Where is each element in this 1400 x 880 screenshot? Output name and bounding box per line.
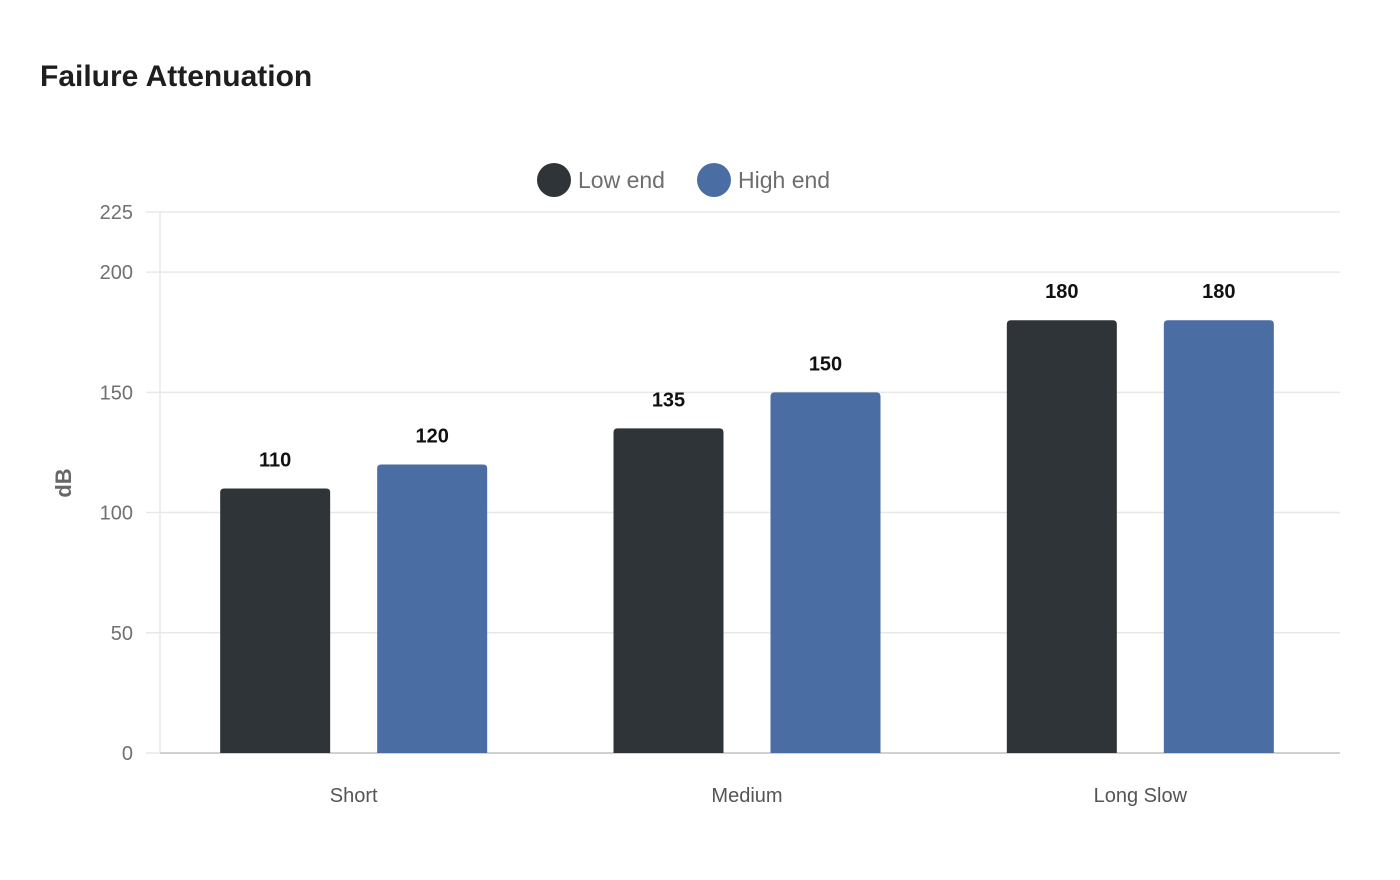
- y-axis-title: dB: [51, 468, 76, 497]
- y-tick-label: 200: [100, 262, 133, 284]
- x-category-label: Short: [330, 785, 378, 807]
- y-tick-label: 100: [100, 503, 133, 525]
- x-axis-categories: Short Medium Long Slow: [330, 785, 1188, 807]
- legend-label: High end: [738, 167, 830, 193]
- legend-swatch-low-end: [537, 163, 571, 197]
- data-label: 180: [1202, 281, 1235, 303]
- data-label: 180: [1045, 281, 1078, 303]
- data-label: 150: [809, 353, 842, 375]
- data-labels: 110 120 135 150 180 180: [259, 281, 1235, 471]
- gridlines: [146, 211, 1340, 754]
- legend-swatch-high-end: [697, 163, 731, 197]
- bar-low-end: [220, 488, 331, 753]
- y-tick-label: 50: [111, 623, 133, 645]
- y-tick-label: 150: [100, 382, 133, 404]
- legend: Low end High end: [537, 163, 830, 197]
- chart-title: Failure Attenuation: [40, 60, 313, 93]
- bars: [220, 320, 1274, 753]
- legend-label: Low end: [578, 167, 665, 193]
- data-label: 120: [415, 425, 448, 447]
- y-tick-label: 0: [122, 743, 133, 765]
- x-category-label: Medium: [711, 785, 782, 807]
- bar-low-end: [613, 428, 724, 753]
- data-label: 135: [652, 389, 685, 411]
- x-category-label: Long Slow: [1094, 785, 1188, 807]
- bar-high-end: [770, 392, 881, 753]
- y-axis-ticks: 0 50 100 150 200 225: [100, 202, 133, 765]
- bar-high-end: [377, 464, 488, 753]
- y-tick-label: 225: [100, 202, 133, 224]
- bar-high-end: [1163, 320, 1274, 753]
- bar-low-end: [1006, 320, 1117, 753]
- data-label: 110: [259, 450, 291, 472]
